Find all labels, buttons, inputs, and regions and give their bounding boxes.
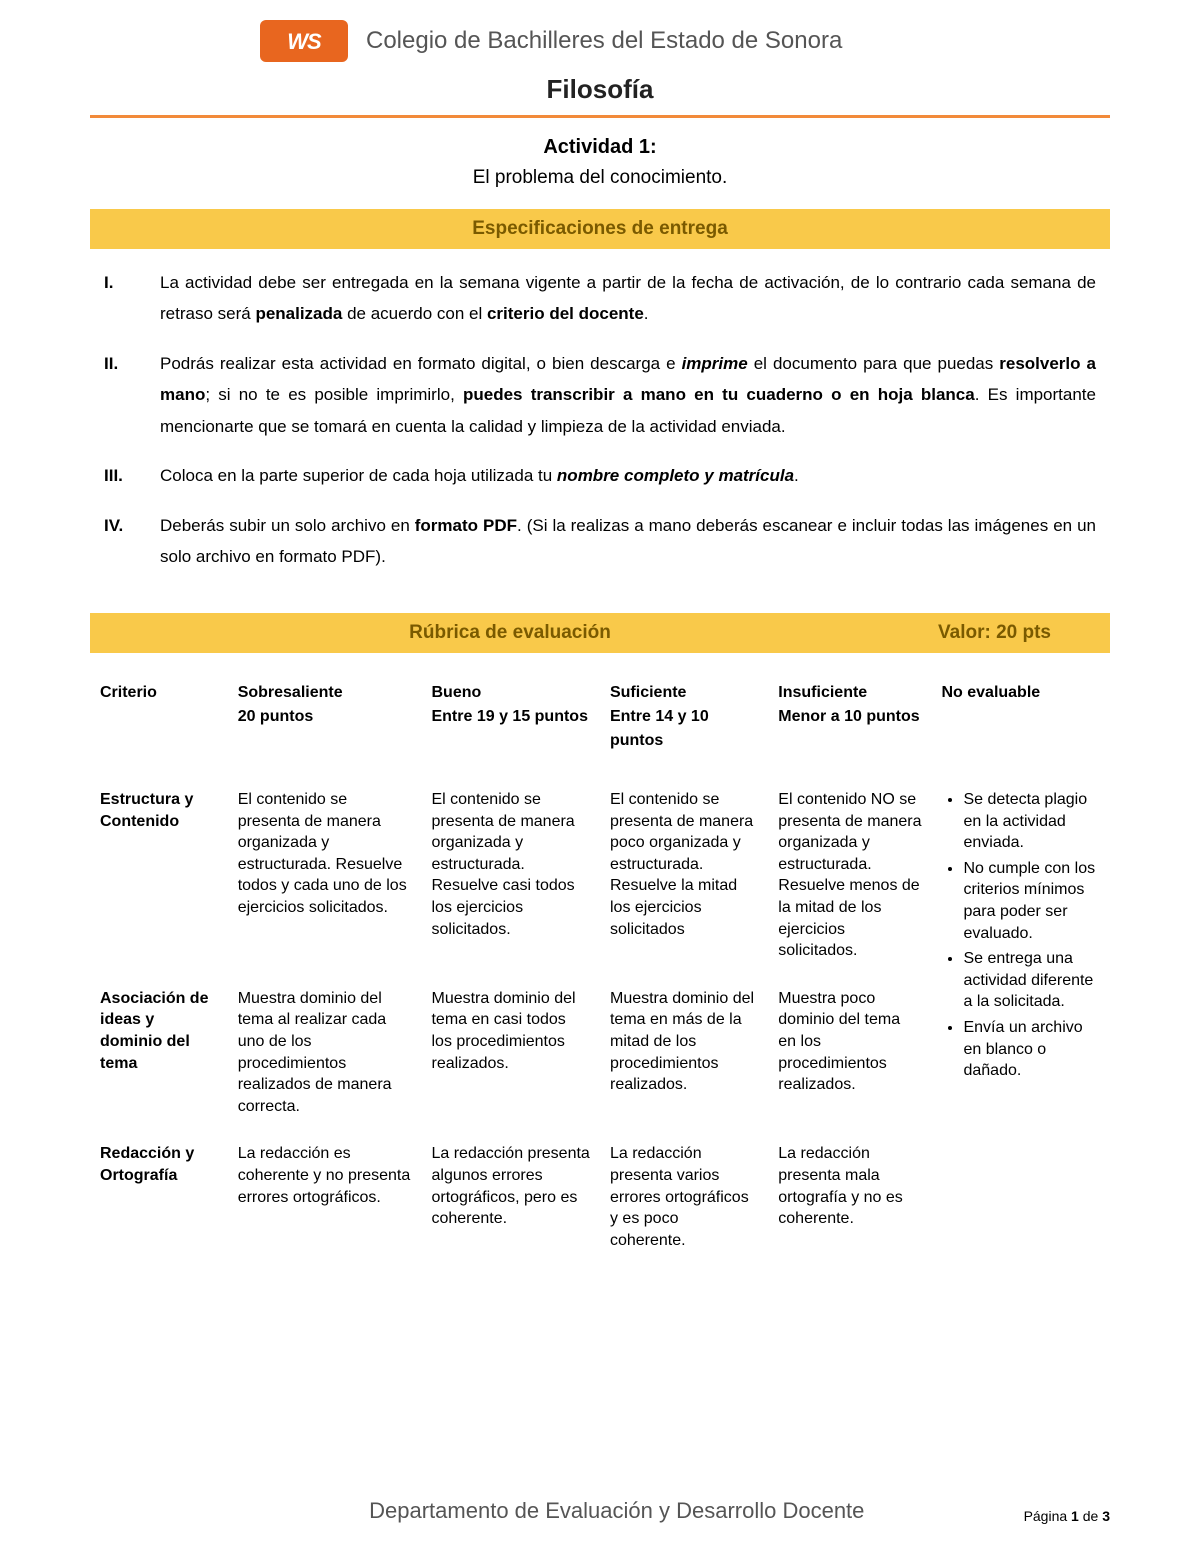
noeval-item: Envía un archivo en blanco o dañado. bbox=[963, 1017, 1100, 1082]
rubric-band: Rúbrica de evaluación Valor: 20 pts bbox=[90, 613, 1110, 654]
page-current: 1 bbox=[1071, 1508, 1079, 1524]
rubric-cell: La redacción presenta mala ortografía y … bbox=[768, 1135, 931, 1269]
rubric-cell: La redacción presenta algunos errores or… bbox=[421, 1135, 600, 1269]
rubric-col-header: No evaluable bbox=[931, 671, 1110, 781]
footer-dept: Departamento de Evaluación y Desarrollo … bbox=[210, 1494, 1024, 1527]
rubric-cell: Muestra dominio del tema en más de la mi… bbox=[600, 980, 768, 1136]
rubric-noeval: Se detecta plagio en la actividad enviad… bbox=[931, 781, 1110, 1269]
rubric-cell: La redacción es coherente y no presenta … bbox=[228, 1135, 422, 1269]
spec-item: III.Coloca en la parte superior de cada … bbox=[104, 460, 1096, 491]
spec-text: Coloca en la parte superior de cada hoja… bbox=[160, 460, 1096, 491]
page-mid: de bbox=[1079, 1508, 1102, 1524]
spec-text: La actividad debe ser entregada en la se… bbox=[160, 267, 1096, 330]
rubric-col-header: InsuficienteMenor a 10 puntos bbox=[768, 671, 931, 781]
divider bbox=[90, 115, 1110, 118]
rubric-band-title: Rúbrica de evaluación bbox=[90, 619, 930, 648]
document-page: WS Colegio de Bachilleres del Estado de … bbox=[0, 0, 1200, 1553]
rubric-cell: Muestra dominio del tema al realizar cad… bbox=[228, 980, 422, 1136]
spec-band: Especificaciones de entrega bbox=[90, 209, 1110, 250]
rubric-cell: Muestra dominio del tema en casi todos l… bbox=[421, 980, 600, 1136]
header: WS Colegio de Bachilleres del Estado de … bbox=[260, 20, 1110, 62]
activity-subtitle: El problema del conocimiento. bbox=[90, 164, 1110, 193]
page-total: 3 bbox=[1102, 1508, 1110, 1524]
spec-text: Deberás subir un solo archivo en formato… bbox=[160, 510, 1096, 573]
activity-title: Actividad 1: bbox=[90, 132, 1110, 162]
rubric-cell: La redacción presenta varios errores ort… bbox=[600, 1135, 768, 1269]
noeval-item: Se detecta plagio en la actividad enviad… bbox=[963, 789, 1100, 854]
logo-icon: WS bbox=[260, 20, 348, 62]
rubric-cell: Muestra poco dominio del tema en los pro… bbox=[768, 980, 931, 1136]
spec-roman: I. bbox=[104, 267, 160, 330]
rubric-col-header: BuenoEntre 19 y 15 puntos bbox=[421, 671, 600, 781]
spec-roman: II. bbox=[104, 348, 160, 442]
school-name: Colegio de Bachilleres del Estado de Son… bbox=[366, 23, 842, 59]
rubric-col-header: SuficienteEntre 14 y 10 puntos bbox=[600, 671, 768, 781]
rubric-body: Estructura y ContenidoEl contenido se pr… bbox=[90, 781, 1110, 1269]
rubric-table: CriterioSobresaliente20 puntosBuenoEntre… bbox=[90, 671, 1110, 1269]
rubric-cell: El contenido se presenta de manera poco … bbox=[600, 781, 768, 980]
rubric-col-header: Sobresaliente20 puntos bbox=[228, 671, 422, 781]
rubric-criterion: Asociación de ideas y dominio del tema bbox=[90, 980, 228, 1136]
rubric-col-header: Criterio bbox=[90, 671, 228, 781]
spec-roman: IV. bbox=[104, 510, 160, 573]
rubric-criterion: Redacción y Ortografía bbox=[90, 1135, 228, 1269]
noeval-item: No cumple con los criterios mínimos para… bbox=[963, 858, 1100, 944]
rubric-header-row: CriterioSobresaliente20 puntosBuenoEntre… bbox=[90, 671, 1110, 781]
rubric-cell: El contenido NO se presenta de manera or… bbox=[768, 781, 931, 980]
rubric-criterion: Estructura y Contenido bbox=[90, 781, 228, 980]
page-prefix: Página bbox=[1024, 1508, 1071, 1524]
page-number: Página 1 de 3 bbox=[1024, 1506, 1110, 1527]
spec-item: IV.Deberás subir un solo archivo en form… bbox=[104, 510, 1096, 573]
spec-item: I.La actividad debe ser entregada en la … bbox=[104, 267, 1096, 330]
spec-roman: III. bbox=[104, 460, 160, 491]
footer: Departamento de Evaluación y Desarrollo … bbox=[90, 1494, 1110, 1527]
rubric-band-value: Valor: 20 pts bbox=[930, 619, 1110, 648]
rubric-cell: El contenido se presenta de manera organ… bbox=[421, 781, 600, 980]
spec-list: I.La actividad debe ser entregada en la … bbox=[90, 267, 1110, 573]
noeval-item: Se entrega una actividad diferente a la … bbox=[963, 948, 1100, 1013]
spec-item: II.Podrás realizar esta actividad en for… bbox=[104, 348, 1096, 442]
spec-text: Podrás realizar esta actividad en format… bbox=[160, 348, 1096, 442]
subject-title: Filosofía bbox=[90, 70, 1110, 109]
rubric-cell: El contenido se presenta de manera organ… bbox=[228, 781, 422, 980]
rubric-row: Estructura y ContenidoEl contenido se pr… bbox=[90, 781, 1110, 980]
